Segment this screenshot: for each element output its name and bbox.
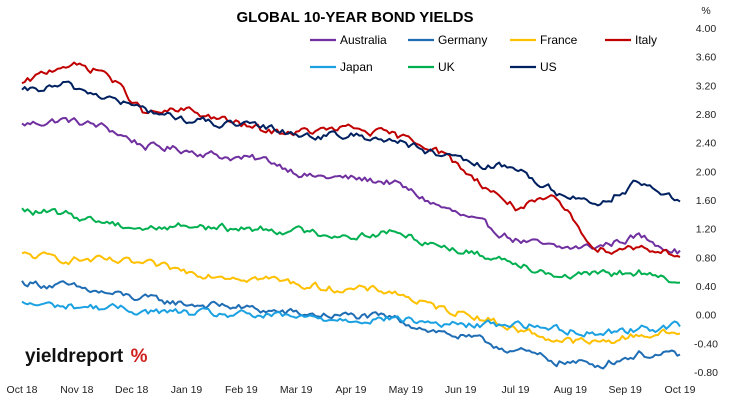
series-line-us — [21, 80, 681, 207]
yieldreport-logo: yieldreport % — [25, 346, 148, 367]
x-tick-label: Jan 19 — [171, 384, 203, 396]
y-tick-label: 2.00 — [696, 166, 717, 178]
y-tick-label: -0.80 — [694, 367, 718, 379]
series-line-japan — [21, 300, 681, 338]
y-tick-label: 0.00 — [696, 310, 717, 322]
series-line-australia — [21, 117, 681, 255]
x-tick-label: May 19 — [389, 384, 424, 396]
svg-text:yieldreport %: yieldreport % — [25, 346, 148, 367]
y-tick-label: 3.60 — [696, 52, 717, 64]
legend-label-australia: Australia — [340, 33, 387, 47]
x-tick-label: Oct 19 — [665, 384, 696, 396]
x-tick-label: Nov 18 — [60, 384, 93, 396]
legend-label-germany: Germany — [438, 33, 487, 47]
series-line-uk — [21, 207, 681, 284]
y-axis-ticks: 4.00 3.60 3.20 2.80 2.40 2.00 1.60 1.20 0.80 0.40… — [694, 23, 718, 379]
y-tick-label: 4.00 — [696, 23, 717, 35]
legend-label-us: US — [540, 60, 557, 74]
series-line-germany — [21, 280, 681, 370]
x-tick-label: Jun 19 — [445, 384, 477, 396]
legend-label-italy: Italy — [635, 33, 657, 47]
series-line-france — [21, 251, 681, 345]
legend-label-uk: UK — [438, 60, 455, 74]
x-tick-label: Dec 18 — [115, 384, 148, 396]
legend: Australia Germany France Italy Japan UK US — [310, 33, 657, 74]
logo-percent-mark: % — [131, 346, 148, 367]
y-tick-label: 1.60 — [696, 195, 717, 207]
y-axis-unit: % — [701, 5, 710, 17]
x-tick-label: Mar 19 — [280, 384, 313, 396]
x-tick-label: Aug 19 — [554, 384, 587, 396]
y-tick-label: 2.80 — [696, 109, 717, 121]
y-tick-label: 1.20 — [696, 224, 717, 236]
x-axis-ticks: Oct 18 Nov 18 Dec 18 Jan 19 Feb 19 Mar 19 Apr … — [7, 384, 696, 396]
y-tick-label: 0.80 — [696, 252, 717, 264]
series-line-italy — [21, 61, 681, 258]
x-tick-label: Feb 19 — [225, 384, 258, 396]
y-tick-label: -0.40 — [694, 338, 718, 350]
chart-title: GLOBAL 10-YEAR BOND YIELDS — [237, 9, 474, 26]
series-lines — [21, 61, 681, 370]
legend-label-france: France — [540, 33, 578, 47]
logo-wordmark: yieldreport — [25, 346, 124, 367]
x-tick-label: Sep 19 — [609, 384, 642, 396]
x-tick-label: Apr 19 — [336, 384, 367, 396]
legend-label-japan: Japan — [340, 60, 373, 74]
y-tick-label: 3.20 — [696, 80, 717, 92]
y-tick-label: 2.40 — [696, 138, 717, 150]
x-tick-label: Oct 18 — [7, 384, 38, 396]
x-tick-label: Jul 19 — [501, 384, 529, 396]
y-tick-label: 0.40 — [696, 281, 717, 293]
